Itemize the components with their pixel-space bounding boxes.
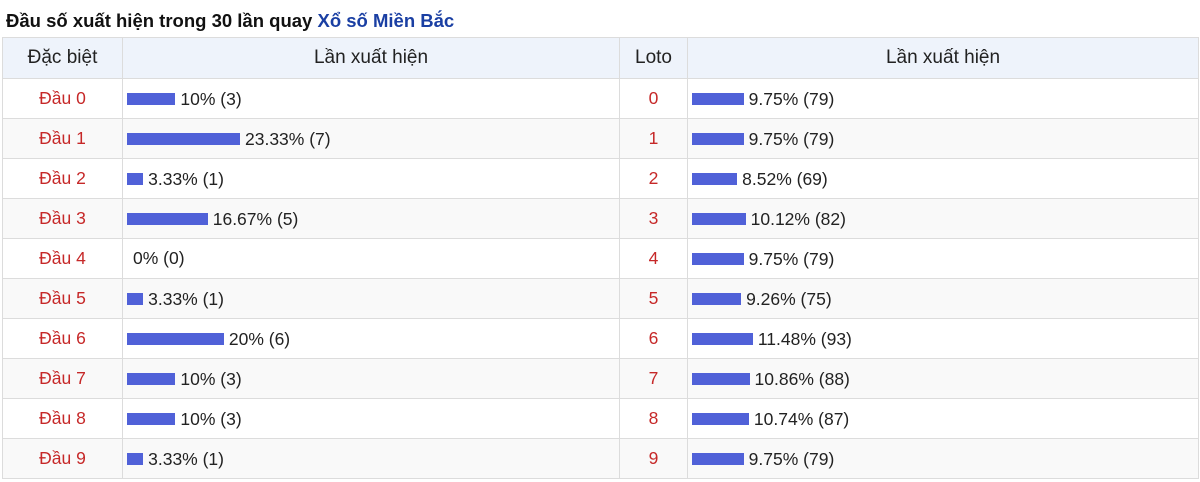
special-head-label: Đầu 7: [2, 358, 123, 399]
page-title: Đầu số xuất hiện trong 30 lần quay Xổ số…: [6, 10, 454, 32]
special-occurrence-cell: 10% (3): [122, 358, 620, 399]
loto-frequency-bar: [692, 292, 742, 305]
table-row: Đầu 8 10% (3) 8 10.74% (87): [2, 398, 1199, 439]
special-frequency-bar: [127, 132, 240, 145]
table-row: Đầu 4 0% (0) 4 9.75% (79): [2, 238, 1199, 279]
table-body: Đầu 0 10% (3) 0 9.75% (79) Đầu 1 23.33% (7) 1 9…: [2, 78, 1199, 479]
special-frequency-bar: [127, 372, 176, 385]
table-row: Đầu 0 10% (3) 0 9.75% (79): [2, 78, 1199, 119]
table-row: Đầu 7 10% (3) 7 10.86% (88): [2, 358, 1199, 399]
special-occurrence-cell: 3.33% (1): [122, 158, 620, 199]
loto-frequency-bar: [692, 92, 744, 105]
loto-frequency-text: 11.48% (93): [757, 328, 852, 349]
loto-head-label: 3: [619, 198, 688, 239]
loto-occurrence-cell: 8.52% (69): [687, 158, 1199, 199]
special-frequency-text: 10% (3): [180, 368, 242, 389]
loto-frequency-bar: [692, 372, 750, 385]
special-head-label: Đầu 5: [2, 278, 123, 319]
loto-head-label: 1: [619, 118, 688, 159]
loto-occurrence-cell: 10.12% (82): [687, 198, 1199, 239]
loto-occurrence-cell: 11.48% (93): [687, 318, 1199, 359]
frequency-table: Đặc biệt Lần xuất hiện Loto Lần xuất hiệ…: [2, 37, 1199, 479]
loto-frequency-bar: [692, 412, 749, 425]
loto-occurrence-cell: 9.75% (79): [687, 238, 1199, 279]
special-frequency-text: 3.33% (1): [148, 288, 224, 309]
special-frequency-bar: [127, 332, 224, 345]
table-row: Đầu 2 3.33% (1) 2 8.52% (69): [2, 158, 1199, 199]
loto-frequency-bar: [692, 172, 738, 185]
special-head-label: Đầu 2: [2, 158, 123, 199]
loto-occurrence-cell: 9.75% (79): [687, 118, 1199, 159]
table-row: Đầu 9 3.33% (1) 9 9.75% (79): [2, 438, 1199, 479]
special-frequency-text: 0% (0): [133, 248, 185, 269]
loto-head-label: 5: [619, 278, 688, 319]
special-occurrence-cell: 10% (3): [122, 78, 620, 119]
special-occurrence-cell: 0% (0): [122, 238, 620, 279]
special-frequency-bar: [127, 92, 176, 105]
loto-head-label: 7: [619, 358, 688, 399]
loto-frequency-text: 9.75% (79): [748, 128, 835, 149]
loto-occurrence-cell: 10.74% (87): [687, 398, 1199, 439]
special-head-label: Đầu 9: [2, 438, 123, 479]
loto-frequency-text: 9.26% (75): [746, 288, 832, 309]
table-row: Đầu 6 20% (6) 6 11.48% (93): [2, 318, 1199, 359]
special-frequency-text: 16.67% (5): [212, 208, 299, 229]
special-head-label: Đầu 4: [2, 238, 123, 279]
table-header-row: Đặc biệt Lần xuất hiện Loto Lần xuất hiệ…: [2, 37, 1199, 79]
special-frequency-bar: [127, 172, 144, 185]
loto-occurrence-cell: 9.75% (79): [687, 438, 1199, 479]
special-frequency-text: 3.33% (1): [148, 448, 224, 469]
special-occurrence-cell: 16.67% (5): [122, 198, 620, 239]
column-header-special: Đặc biệt: [2, 37, 123, 79]
special-occurrence-cell: 3.33% (1): [122, 278, 620, 319]
special-frequency-text: 10% (3): [180, 88, 242, 109]
special-frequency-text: 23.33% (7): [245, 128, 331, 149]
loto-frequency-bar: [692, 212, 746, 225]
special-occurrence-cell: 20% (6): [122, 318, 620, 359]
special-head-label: Đầu 6: [2, 318, 123, 359]
loto-head-label: 4: [619, 238, 688, 279]
loto-frequency-bar: [692, 332, 753, 345]
loto-occurrence-cell: 9.75% (79): [687, 78, 1199, 119]
special-head-label: Đầu 8: [2, 398, 123, 439]
special-occurrence-cell: 23.33% (7): [122, 118, 620, 159]
title-text: Đầu số xuất hiện trong 30 lần quay: [6, 10, 313, 31]
loto-frequency-text: 9.75% (79): [748, 248, 835, 269]
special-head-label: Đầu 3: [2, 198, 123, 239]
special-head-label: Đầu 1: [2, 118, 123, 159]
loto-head-label: 0: [619, 78, 688, 119]
special-frequency-text: 10% (3): [180, 408, 242, 429]
column-header-occurrences: Lần xuất hiện: [122, 37, 620, 79]
loto-frequency-text: 8.52% (69): [742, 168, 828, 189]
loto-occurrence-cell: 9.26% (75): [687, 278, 1199, 319]
loto-head-label: 9: [619, 438, 688, 479]
loto-head-label: 2: [619, 158, 688, 199]
title-link[interactable]: Xổ số Miền Bắc: [317, 10, 455, 31]
special-head-label: Đầu 0: [2, 78, 123, 119]
table-row: Đầu 5 3.33% (1) 5 9.26% (75): [2, 278, 1199, 319]
special-frequency-bar: [127, 212, 208, 225]
column-header-loto-occurrences: Lần xuất hiện: [687, 37, 1199, 79]
loto-frequency-text: 10.74% (87): [753, 408, 850, 429]
table-row: Đầu 3 16.67% (5) 3 10.12% (82): [2, 198, 1199, 239]
loto-head-label: 6: [619, 318, 688, 359]
special-frequency-bar: [127, 292, 144, 305]
special-frequency-bar: [127, 412, 176, 425]
table-row: Đầu 1 23.33% (7) 1 9.75% (79): [2, 118, 1199, 159]
loto-frequency-text: 10.86% (88): [754, 368, 850, 389]
loto-frequency-text: 9.75% (79): [748, 448, 835, 469]
special-frequency-bar: [127, 452, 144, 465]
loto-head-label: 8: [619, 398, 688, 439]
loto-occurrence-cell: 10.86% (88): [687, 358, 1199, 399]
column-header-loto: Loto: [619, 37, 688, 79]
loto-frequency-bar: [692, 452, 744, 465]
loto-frequency-text: 10.12% (82): [750, 208, 846, 229]
special-occurrence-cell: 10% (3): [122, 398, 620, 439]
loto-frequency-bar: [692, 132, 744, 145]
special-occurrence-cell: 3.33% (1): [122, 438, 620, 479]
special-frequency-text: 3.33% (1): [148, 168, 224, 189]
loto-frequency-text: 9.75% (79): [748, 88, 835, 109]
special-frequency-text: 20% (6): [228, 328, 291, 349]
loto-frequency-bar: [692, 252, 744, 265]
